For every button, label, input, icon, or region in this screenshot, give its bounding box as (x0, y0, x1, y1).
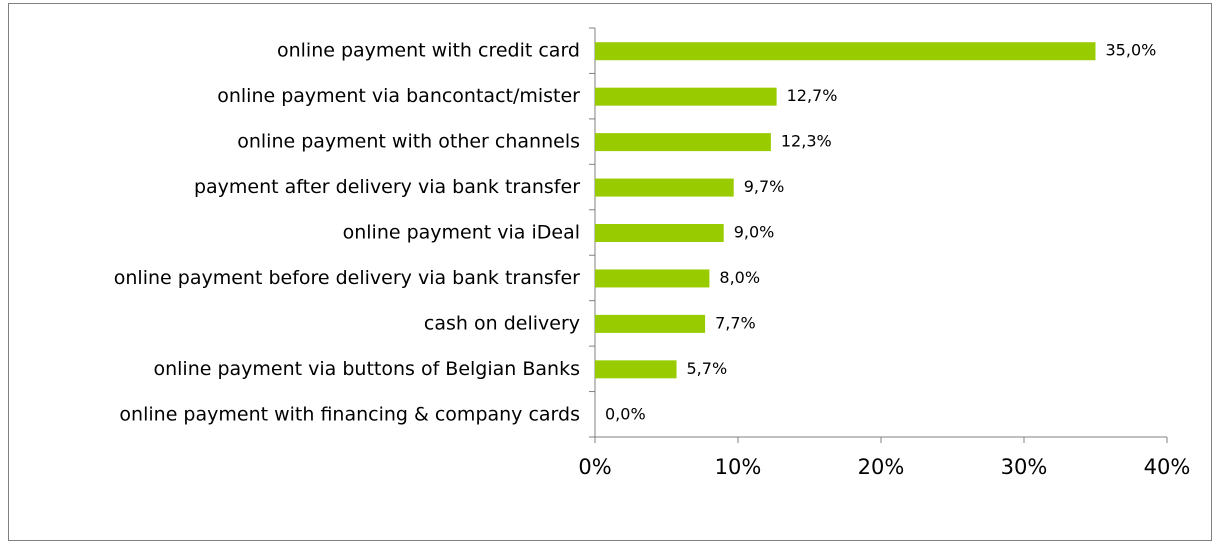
bar (595, 314, 706, 333)
bar (595, 87, 777, 106)
bar (595, 42, 1096, 61)
value-label: 9,7% (744, 177, 785, 196)
value-label: 5,7% (687, 359, 728, 378)
x-tick-label: 20% (858, 455, 905, 479)
value-label: 12,3% (781, 132, 832, 151)
category-label: online payment before delivery via bank … (114, 267, 580, 289)
x-tick-label: 30% (1001, 455, 1048, 479)
category-label: online payment via buttons of Belgian Ba… (153, 358, 580, 380)
category-label: online payment via iDeal (343, 222, 580, 244)
category-label: payment after delivery via bank transfer (194, 176, 580, 198)
value-label: 12,7% (787, 86, 838, 105)
x-tick-label: 40% (1144, 455, 1191, 479)
bar (595, 133, 771, 152)
x-tick-label: 10% (715, 455, 762, 479)
category-label: online payment with other channels (237, 131, 580, 153)
category-label: cash on delivery (424, 312, 580, 334)
bar (595, 360, 677, 379)
category-label: online payment with credit card (277, 40, 580, 62)
value-label: 35,0% (1106, 41, 1157, 60)
value-label: 8,0% (719, 268, 760, 287)
bar (595, 224, 724, 242)
x-tick-label: 0% (578, 455, 611, 479)
value-label: 9,0% (734, 223, 775, 242)
bar (595, 178, 734, 197)
value-label: 0,0% (605, 404, 646, 423)
bar (595, 269, 710, 288)
category-label: online payment via bancontact/mister (217, 85, 580, 107)
category-label: online payment with financing & company … (119, 403, 580, 425)
value-label: 7,7% (715, 313, 756, 332)
